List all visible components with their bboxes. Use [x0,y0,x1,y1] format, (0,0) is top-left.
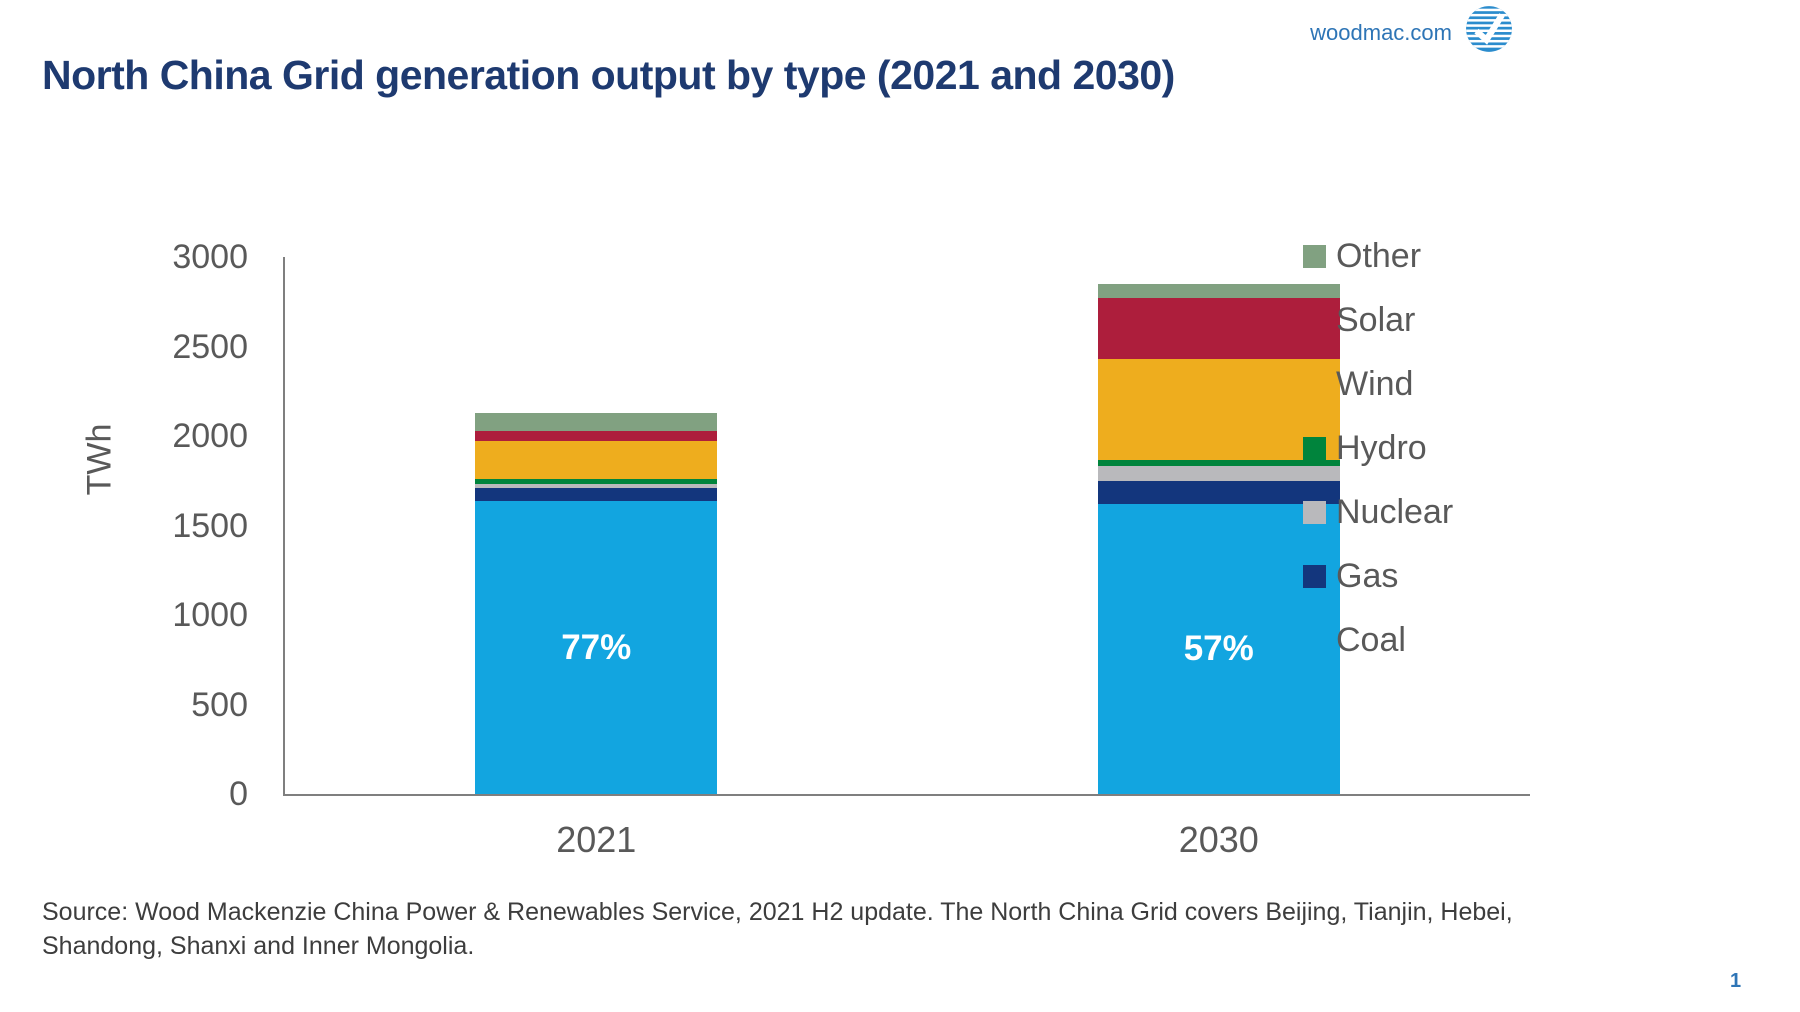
legend-item-solar: Solar [1303,300,1453,340]
legend-label-other: Other [1336,236,1422,275]
legend-label-wind: Wind [1336,364,1414,403]
legend-swatch-coal-icon [1303,628,1326,652]
wood-mackenzie-logo [1466,6,1512,52]
legend-swatch-nuclear-icon [1303,500,1326,524]
source-text: Source: Wood Mackenzie China Power & Ren… [42,898,1513,960]
y-axis-tick-label: 1500 [172,506,248,545]
bar-segment-gas-2021 [475,487,718,502]
y-axis-tick-label: 2000 [172,417,248,455]
legend-label-hydro: Hydro [1336,428,1427,467]
bar-segment-hydro-2021 [475,478,718,485]
legend-swatch-wind-icon [1303,372,1326,396]
bar-segment-solar-2030 [1097,298,1340,360]
bar-percentage-label: 57% [1183,629,1254,669]
legend-item-other: Other [1303,236,1453,276]
y-axis-title: TWh [80,423,119,496]
stacked-bar-2021 [475,257,718,794]
legend-item-nuclear: Nuclear [1303,492,1453,532]
bar-segment-solar-2021 [475,431,718,442]
legend-label-coal: Coal [1336,620,1406,659]
legend-label-solar: Solar [1336,300,1416,339]
legend-item-hydro: Hydro [1303,428,1453,468]
legend-item-wind: Wind [1303,364,1453,404]
y-axis-tick-label: 1000 [172,596,248,634]
y-axis-tick-label: 2500 [172,327,248,366]
legend-swatch-gas-icon [1303,564,1326,588]
bar-segment-nuclear-2021 [475,484,718,488]
y-axis-tick-label: 500 [191,685,248,724]
legend-swatch-solar-icon [1303,308,1326,332]
website-link: woodmac.com [1310,20,1452,45]
page-title: North China Grid generation output by ty… [42,52,1175,98]
bar-segment-other-2021 [475,413,718,431]
y-axis-tick-label: 3000 [172,238,248,276]
x-axis-category-label: 2030 [1178,819,1259,860]
legend-swatch-other-icon [1303,244,1326,268]
bar-segment-wind-2030 [1097,359,1340,461]
bar-segment-coal-2030 [1097,504,1340,794]
bar-segment-coal-2021 [475,501,718,794]
legend-label-nuclear: Nuclear [1336,492,1454,531]
bar-segment-nuclear-2030 [1097,465,1340,481]
legend-label-gas: Gas [1336,556,1399,595]
stacked-bar-2030 [1097,257,1340,794]
page-number: 1 [1730,970,1742,992]
bar-segment-wind-2021 [475,441,718,479]
legend-swatch-hydro-icon [1303,436,1326,460]
bar-segment-other-2030 [1097,283,1340,299]
y-axis-tick-label: 0 [229,775,248,813]
bar-percentage-label: 77% [561,627,632,667]
plot-area: 0 500 1000 1500 2000 2500 3000 2021 2030 77% 57% [172,238,1530,860]
x-axis-category-label: 2021 [556,819,637,860]
bar-segment-hydro-2030 [1097,460,1340,466]
legend-item-gas: Gas [1303,556,1453,596]
chart-legend: Other Solar Wind Hydro Nuclear Gas Coal [1303,236,1453,660]
bar-segment-gas-2030 [1097,480,1340,505]
legend-item-coal: Coal [1303,620,1453,660]
